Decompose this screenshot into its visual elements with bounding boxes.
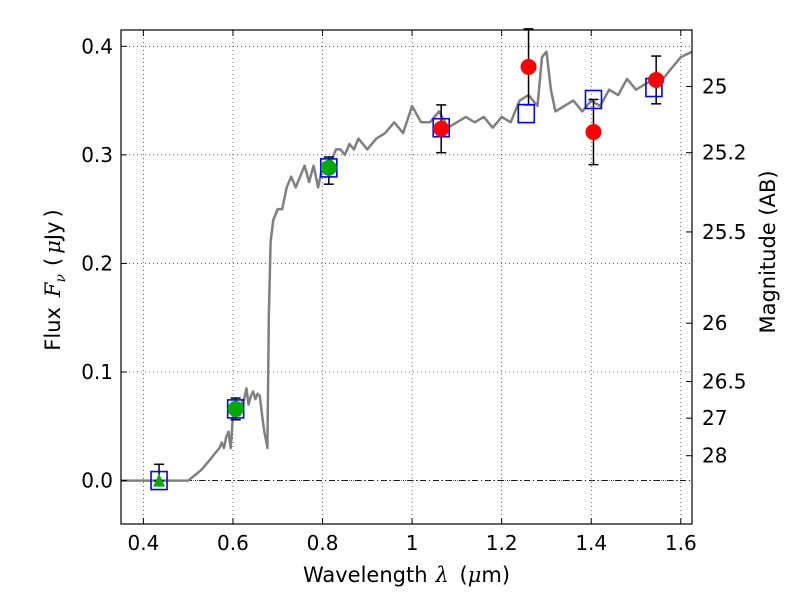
y-tick-label: 0.2 [81, 251, 113, 275]
y-axis-title-nu: ν [53, 273, 69, 282]
observed-point-circle [433, 120, 450, 137]
model-point-square [150, 470, 168, 491]
x-tick-label: 0.6 [217, 531, 249, 555]
y-axis-title: Flux Fν ( μJy) [41, 209, 69, 350]
y2-tick-label: 25.2 [702, 141, 747, 165]
y-tick-label: 0.0 [81, 469, 113, 493]
y-tick-label: 0.1 [81, 360, 113, 384]
y2-tick-label: 25 [702, 74, 727, 98]
y-tick-label: 0.3 [81, 143, 113, 167]
x-axis-title-mu: μ [468, 563, 482, 587]
y-axis-title-word: Flux [41, 307, 65, 351]
y2-tick-label: 28 [702, 444, 727, 468]
x-tick-label: 1.2 [486, 531, 518, 555]
x-tick-label: 0.4 [127, 531, 159, 555]
y-axis-title-open: ( [41, 258, 65, 266]
y-axis-title-F: F [41, 281, 65, 298]
x-axis-title-lambda: λ [435, 563, 449, 587]
x-axis-title-unit-open: ( [453, 563, 468, 587]
x-tick-label: 1 [406, 531, 419, 555]
model-point-square [517, 103, 536, 124]
y2-axis-title: Magnitude (AB) [756, 170, 780, 333]
y2-tick-label: 27 [702, 406, 727, 430]
x-axis-title: Wavelength λ (μm) [303, 563, 510, 587]
y-axis-title-close: ) [41, 209, 65, 217]
observed-point-circle [227, 400, 244, 417]
observed-point-circle [520, 58, 537, 75]
axis-ticks: 0.4 0.6 0.8 1 1.2 1.4 1.6 0.0 0.1 0.2 0.3 0.4 25 25.2… [81, 30, 747, 555]
observed-point-circle [648, 71, 665, 88]
x-tick-label: 1.4 [575, 531, 607, 555]
plot-frame [120, 29, 693, 525]
observed-point-circle [320, 159, 337, 176]
y2-tick-label: 26.5 [702, 370, 747, 394]
y-axis-title-jy: Jy [41, 221, 65, 242]
model-point-square [584, 89, 603, 110]
x-tick-label: 0.8 [307, 531, 339, 555]
x-axis-title-unit-close: m) [481, 563, 510, 587]
y-axis-title-mu: μ [41, 240, 65, 254]
y2-tick-label: 25.5 [702, 220, 747, 244]
y2-tick-label: 26 [702, 311, 727, 335]
x-tick-label: 1.6 [665, 531, 697, 555]
markers-layer [150, 58, 665, 491]
x-axis-title-word: Wavelength [303, 563, 428, 587]
observed-point-circle [585, 124, 602, 141]
upper-limit-triangle [153, 473, 166, 487]
y-tick-label: 0.4 [81, 34, 113, 58]
